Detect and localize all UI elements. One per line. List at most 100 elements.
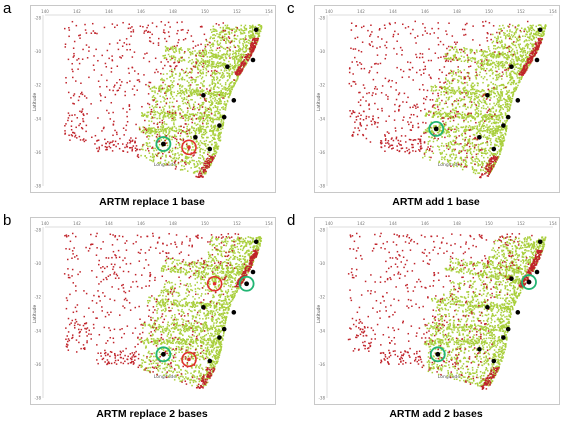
serviced-point [533, 38, 535, 40]
serviced-point [202, 152, 205, 154]
serviced-point [477, 112, 480, 115]
serviced-point [218, 137, 221, 140]
unserviced-point [174, 146, 177, 149]
serviced-point [463, 78, 465, 80]
serviced-point [449, 145, 451, 148]
serviced-point [193, 159, 195, 162]
serviced-point [475, 78, 478, 80]
unserviced-point [211, 158, 213, 160]
serviced-point [511, 48, 514, 50]
serviced-point [195, 132, 197, 134]
serviced-point [453, 135, 456, 138]
serviced-point [178, 78, 180, 81]
unserviced-point [204, 160, 207, 163]
serviced-point [173, 123, 175, 126]
serviced-point [219, 133, 221, 135]
serviced-point [503, 84, 505, 87]
unserviced-point [168, 111, 171, 114]
serviced-point [171, 128, 173, 130]
unserviced-point [158, 37, 160, 40]
serviced-point [470, 106, 472, 109]
serviced-point [502, 144, 504, 147]
serviced-point [510, 54, 512, 56]
serviced-point [486, 78, 488, 81]
unserviced-point [216, 47, 219, 50]
serviced-point [460, 81, 463, 84]
serviced-point [193, 138, 195, 141]
serviced-point [151, 99, 154, 101]
serviced-point [477, 114, 480, 116]
serviced-point [500, 142, 502, 144]
serviced-point [148, 135, 151, 138]
serviced-point [250, 26, 252, 28]
unserviced-point [73, 132, 76, 134]
serviced-point [511, 49, 513, 52]
serviced-point [224, 109, 227, 111]
serviced-point [486, 54, 488, 57]
serviced-point [483, 150, 486, 152]
unserviced-point [155, 25, 158, 28]
serviced-point [455, 125, 458, 128]
serviced-point [455, 156, 458, 158]
serviced-point [161, 155, 164, 157]
unserviced-point [134, 147, 137, 149]
unserviced-point [204, 162, 206, 165]
serviced-point [489, 150, 491, 153]
serviced-point [492, 106, 494, 108]
serviced-point [477, 172, 479, 174]
unserviced-point [186, 133, 189, 135]
serviced-point [520, 63, 522, 65]
serviced-point [180, 168, 182, 171]
serviced-point [250, 35, 253, 38]
serviced-point [475, 138, 478, 141]
serviced-point [217, 55, 219, 58]
serviced-point [461, 98, 464, 101]
serviced-point [487, 54, 489, 56]
serviced-point [212, 45, 214, 47]
serviced-point [453, 93, 456, 95]
serviced-point [486, 118, 489, 120]
serviced-point [202, 50, 205, 53]
serviced-point [473, 93, 476, 96]
serviced-point [174, 59, 176, 61]
serviced-point [494, 134, 497, 136]
serviced-point [240, 58, 242, 60]
serviced-point [511, 70, 514, 72]
serviced-point [174, 114, 177, 116]
serviced-point [447, 112, 449, 115]
unserviced-point [80, 111, 83, 114]
serviced-point [221, 36, 223, 39]
serviced-point [219, 37, 221, 39]
serviced-point [501, 92, 503, 95]
serviced-point [163, 55, 165, 57]
serviced-point [473, 134, 476, 136]
serviced-point [473, 101, 475, 104]
serviced-point [496, 78, 499, 81]
serviced-point [222, 108, 225, 110]
serviced-point [179, 85, 181, 88]
unserviced-point [201, 167, 203, 169]
serviced-point [528, 27, 530, 29]
serviced-point [181, 85, 184, 87]
serviced-point [472, 87, 474, 90]
serviced-point [175, 140, 178, 143]
removed-base-point [187, 145, 191, 150]
unserviced-point [150, 108, 153, 111]
serviced-point [483, 54, 486, 57]
serviced-point [240, 24, 243, 27]
serviced-point [517, 39, 520, 42]
serviced-point [179, 129, 182, 131]
unserviced-point [173, 62, 175, 64]
serviced-point [533, 43, 535, 46]
serviced-point [475, 111, 477, 113]
serviced-point [201, 171, 203, 173]
unserviced-point [64, 43, 67, 45]
serviced-point [182, 160, 184, 163]
serviced-point [176, 60, 179, 62]
serviced-point [500, 97, 502, 99]
serviced-point [218, 139, 220, 142]
serviced-point [233, 69, 236, 71]
serviced-point [210, 102, 213, 104]
serviced-point [455, 109, 457, 112]
y-tick-label: -30 [318, 49, 325, 54]
